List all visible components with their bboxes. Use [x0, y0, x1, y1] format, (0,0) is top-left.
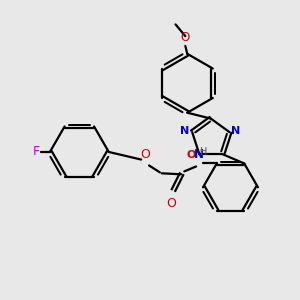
Text: N: N: [194, 148, 204, 160]
Text: O: O: [140, 148, 150, 160]
Text: F: F: [33, 146, 40, 158]
Text: N: N: [180, 126, 189, 136]
Text: O: O: [181, 31, 190, 44]
Text: N: N: [232, 126, 241, 136]
Text: O: O: [187, 150, 196, 160]
Text: H: H: [200, 147, 208, 157]
Text: O: O: [167, 197, 176, 210]
